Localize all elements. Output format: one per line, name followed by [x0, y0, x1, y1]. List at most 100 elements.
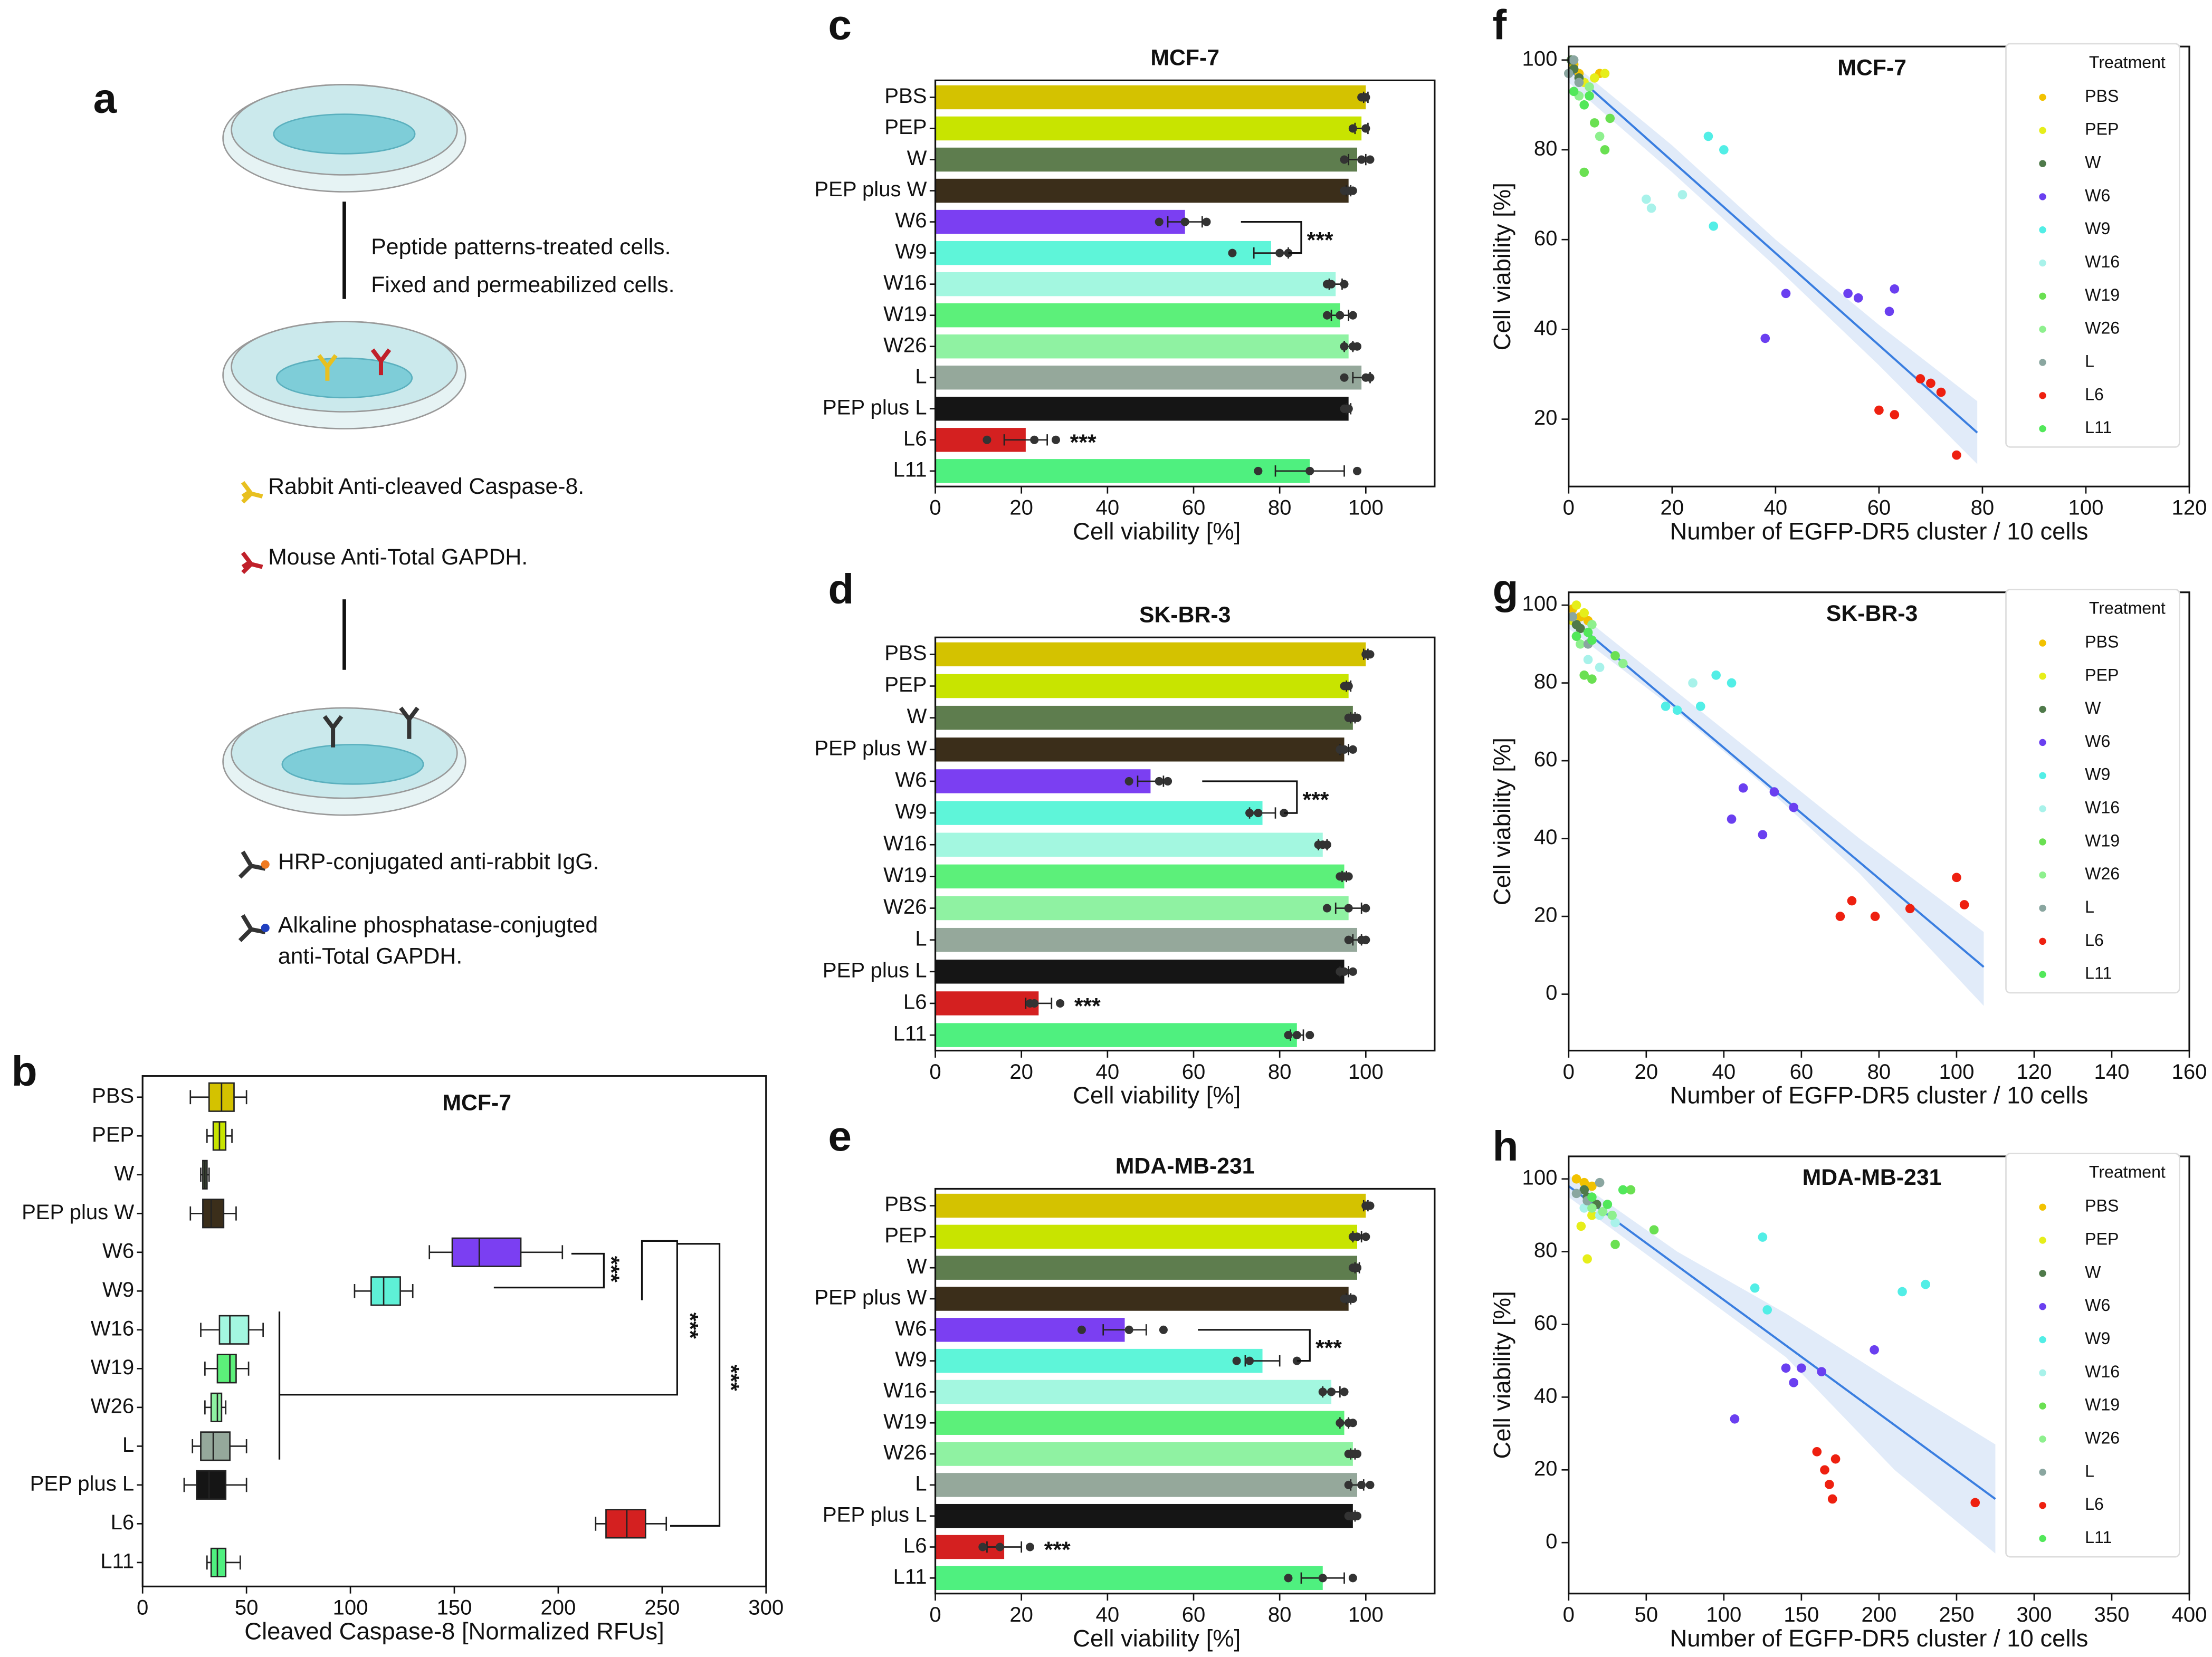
y-tick-label: W16 [883, 271, 927, 294]
axes-frame [934, 1187, 1436, 1595]
x-tick-label: 100 [1706, 1603, 1741, 1626]
data-point [1582, 1254, 1592, 1264]
y-tick-label: L6 [903, 427, 927, 450]
data-point [1830, 1454, 1841, 1464]
data-point [1352, 1511, 1362, 1520]
bar [935, 1380, 1332, 1404]
x-tick-label: 20 [1661, 496, 1684, 520]
antibody-text: Rabbit Anti-cleaved Caspase-8. [268, 474, 584, 499]
bar [935, 1566, 1323, 1591]
data-point [1366, 155, 1375, 164]
bar [935, 334, 1349, 359]
data-point [1603, 1200, 1613, 1209]
y-axis-label: Cell viability [%] [1489, 737, 1515, 905]
legend-marker [2039, 739, 2046, 746]
y-tick-label: PBS [884, 1193, 927, 1216]
data-point [1275, 248, 1284, 257]
chart-title: MDA-MB-231 [1803, 1165, 1942, 1190]
x-tick-label: 350 [2094, 1603, 2130, 1626]
data-point [1245, 1356, 1254, 1365]
data-point [1758, 1232, 1768, 1242]
y-tick-label: W9 [895, 240, 927, 263]
y-tick-label: L11 [893, 458, 927, 481]
data-point [1366, 1201, 1375, 1210]
data-point [1571, 1174, 1581, 1184]
x-tick-label: 60 [1182, 496, 1206, 520]
data-point [1921, 1279, 1930, 1289]
legend-label: L6 [2085, 385, 2104, 404]
x-tick-label: 60 [1182, 1060, 1206, 1084]
data-point [1672, 705, 1682, 715]
fit-line [1568, 1185, 1996, 1500]
x-axis-label: Number of EGFP-DR5 cluster / 10 cells [1670, 1082, 2088, 1109]
y-tick-label: 20 [1534, 1457, 1558, 1480]
data-point [1361, 124, 1370, 133]
data-point [1318, 1387, 1327, 1396]
whisker [230, 1439, 247, 1453]
bar [935, 896, 1349, 921]
data-point [1348, 967, 1357, 976]
panel-label: e [828, 1112, 852, 1160]
legend-marker [2039, 871, 2046, 879]
x-tick-label: 0 [929, 1060, 941, 1084]
box [370, 1276, 401, 1306]
annotation: *** [1315, 1336, 1342, 1361]
x-tick-label: 40 [1712, 1060, 1736, 1084]
data-point [1646, 203, 1656, 213]
data-point [1610, 651, 1620, 660]
y-tick-label: W9 [102, 1278, 134, 1301]
whisker [189, 1090, 209, 1105]
data-point [1348, 1294, 1357, 1304]
data-point [1340, 155, 1349, 164]
y-tick-label: PEP plus W [22, 1201, 134, 1224]
data-point [1583, 655, 1593, 665]
data-point [1569, 55, 1579, 65]
legend-marker [2039, 425, 2046, 433]
data-point [1576, 624, 1585, 634]
data-point [1703, 131, 1713, 141]
legend-label: W6 [2085, 186, 2110, 205]
data-point [1327, 280, 1336, 289]
y-tick-label: W26 [883, 1441, 927, 1464]
data-point [1352, 466, 1362, 475]
data-point [1600, 145, 1610, 155]
legend-marker [2039, 904, 2046, 912]
step-text: Fixed and permeabilized cells. [371, 272, 674, 298]
data-point [1587, 1192, 1597, 1202]
data-point [1344, 935, 1353, 944]
data-point [1610, 1218, 1620, 1228]
data-point [1366, 373, 1375, 382]
panel-label: b [12, 1047, 37, 1095]
data-point [1322, 904, 1331, 913]
bar [935, 769, 1151, 793]
antibody-text: Alkaline phosphatase-conjugted [278, 913, 598, 938]
antibody-icon [241, 481, 263, 504]
bar [935, 642, 1366, 667]
legend-marker [2039, 1237, 2046, 1244]
data-point [1366, 1480, 1375, 1489]
enzyme-icon [261, 860, 270, 869]
bar [935, 737, 1345, 762]
panel-a-art [222, 84, 466, 942]
data-point [1344, 404, 1353, 413]
legend-label: L6 [2085, 1495, 2104, 1514]
legend-label: W6 [2085, 732, 2110, 751]
data-point [1361, 935, 1370, 944]
data-point [1583, 627, 1593, 637]
legend-marker [2039, 639, 2046, 647]
data-point [1738, 783, 1748, 793]
whisker [204, 1361, 217, 1376]
panel-label: c [828, 1, 852, 49]
data-point [1077, 1325, 1086, 1334]
whisker [234, 1090, 247, 1105]
bar [935, 85, 1366, 110]
data-point [1344, 682, 1353, 691]
data-point [1051, 435, 1060, 444]
legend-marker [2039, 160, 2046, 167]
x-tick-label: 150 [437, 1596, 472, 1620]
data-point [1352, 1263, 1362, 1272]
y-tick-label: L [915, 927, 927, 950]
data-point [1695, 702, 1705, 711]
data-point [1587, 674, 1597, 684]
y-tick-label: 0 [1546, 1530, 1557, 1553]
